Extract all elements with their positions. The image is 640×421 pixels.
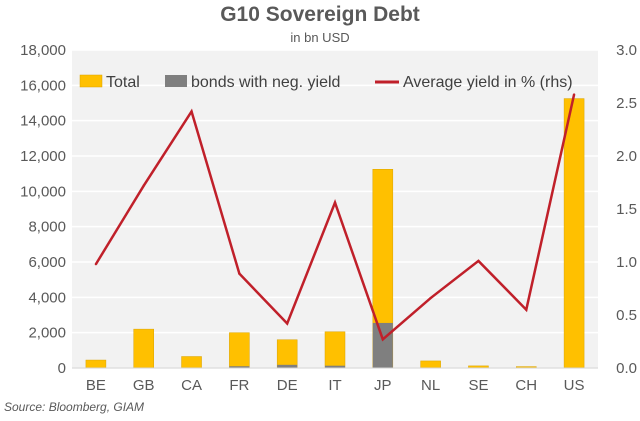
bar-neg-yield xyxy=(229,366,250,368)
y-left-tick-label: 14,000 xyxy=(20,113,66,130)
yield-point xyxy=(525,308,528,311)
y-right-tick-label: 1.0 xyxy=(616,254,637,271)
x-tick-label: GB xyxy=(133,377,155,394)
yield-point xyxy=(285,322,289,325)
y-left-tick-label: 0 xyxy=(58,360,66,377)
bar-total xyxy=(276,339,298,369)
y-left-tick-label: 8,000 xyxy=(28,219,66,236)
bar-total xyxy=(563,98,585,369)
yield-point xyxy=(190,110,193,113)
y-right-tick-label: 2.5 xyxy=(616,95,637,112)
bar-total xyxy=(181,356,202,369)
x-tick-label: FR xyxy=(229,377,249,394)
bar-neg-yield xyxy=(372,322,393,368)
y-right-tick-label: 1.5 xyxy=(616,201,637,218)
yield-point xyxy=(333,201,337,204)
bar-total xyxy=(229,332,250,369)
yield-point xyxy=(238,272,241,275)
yield-point xyxy=(429,296,432,300)
yield-point xyxy=(477,259,480,263)
y-right-tick-label: 3.0 xyxy=(616,42,637,59)
bar-neg-yield xyxy=(325,365,345,368)
plot-area xyxy=(72,50,598,368)
chart-source: Source: Bloomberg, GIAM xyxy=(4,400,145,414)
x-tick-label: CH xyxy=(515,377,537,394)
bar-total xyxy=(420,360,441,369)
bar-total xyxy=(133,328,154,369)
bar-neg-yield xyxy=(277,364,298,368)
y-left-tick-label: 4,000 xyxy=(28,289,66,306)
chart-title: G10 Sovereign Debt xyxy=(220,3,420,26)
y-left-tick-label: 18,000 xyxy=(20,42,66,59)
y-left-tick-label: 6,000 xyxy=(28,254,66,271)
y-left-tick-label: 10,000 xyxy=(20,183,66,200)
x-tick-label: JP xyxy=(374,377,392,394)
legend-label-yield: Average yield in % (rhs) xyxy=(403,74,573,91)
yield-point xyxy=(572,93,576,96)
legend-swatch-neg-yield xyxy=(165,75,187,87)
y-right-tick-label: 2.0 xyxy=(616,148,637,165)
chart-subtitle: in bn USD xyxy=(290,30,350,45)
x-tick-label: US xyxy=(564,377,585,394)
x-tick-label: DE xyxy=(277,377,298,394)
yield-point xyxy=(94,262,98,266)
x-tick-label: SE xyxy=(468,377,488,394)
legend-label-total: Total xyxy=(106,74,140,91)
y-left-tick-label: 12,000 xyxy=(20,148,66,165)
x-tick-label: IT xyxy=(328,377,341,394)
legend-label-neg-yield: bonds with neg. yield xyxy=(191,74,340,91)
bar-total xyxy=(324,331,346,369)
y-right-tick-label: 0.5 xyxy=(616,307,637,324)
bar-total xyxy=(85,359,107,369)
yield-point xyxy=(381,338,385,341)
x-tick-label: BE xyxy=(86,377,106,394)
yield-point xyxy=(142,184,145,187)
y-right-tick-label: 0.0 xyxy=(616,360,637,377)
x-tick-label: CA xyxy=(181,377,202,394)
y-left-tick-label: 2,000 xyxy=(28,325,66,342)
legend-swatch-total xyxy=(79,74,103,88)
x-tick-label: NL xyxy=(421,377,440,394)
y-left-tick-label: 16,000 xyxy=(20,77,66,94)
